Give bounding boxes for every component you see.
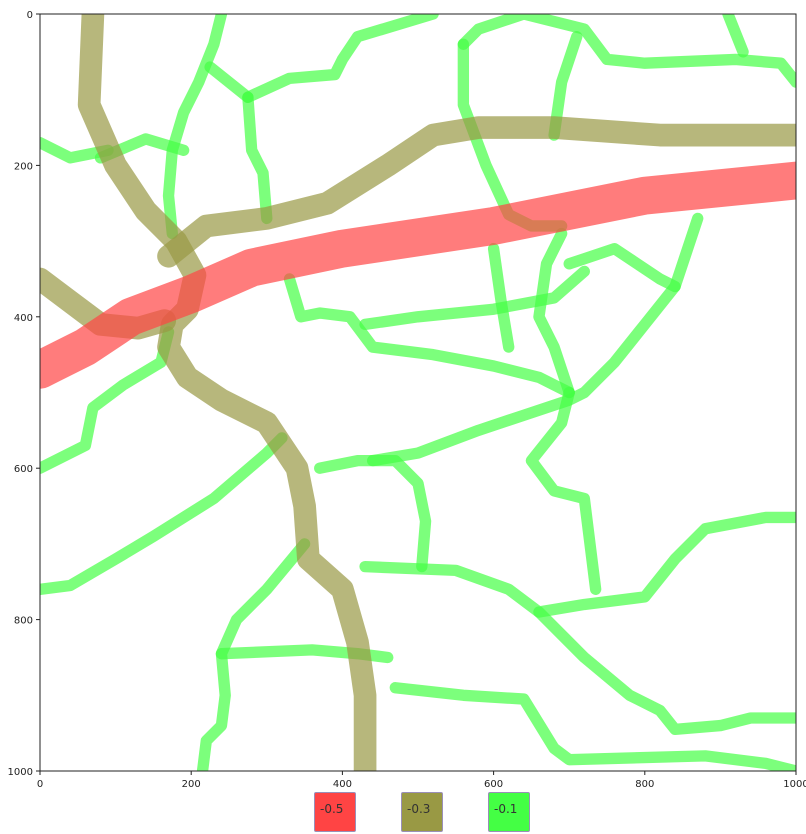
legend-label-1: -0.3 <box>407 802 431 816</box>
road-21 <box>40 432 288 595</box>
road-27 <box>215 644 394 664</box>
road-24 <box>359 511 796 618</box>
legend-item-2: -0.1 <box>488 792 530 832</box>
y-tick-label-3: 600 <box>14 464 33 475</box>
road-8 <box>242 91 273 225</box>
legend-label-0: -0.5 <box>320 802 344 816</box>
road-19 <box>359 265 590 331</box>
legend-label-2: -0.1 <box>494 802 518 816</box>
plot-frame <box>39 13 797 772</box>
y-tick-label-2: 400 <box>14 313 33 324</box>
road-22 <box>314 454 432 573</box>
road-18 <box>283 273 575 399</box>
road-28 <box>389 682 796 771</box>
x-tick-label-0: 0 <box>37 779 43 790</box>
road-15 <box>533 227 575 399</box>
road-6 <box>162 14 228 240</box>
road-10 <box>457 14 796 88</box>
road-7 <box>204 61 254 103</box>
x-tick-label-3: 600 <box>484 779 503 790</box>
x-tick-label-2: 400 <box>333 779 352 790</box>
legend: -0.5 -0.3 -0.1 <box>314 792 530 832</box>
road-23 <box>525 386 602 595</box>
road-17 <box>366 212 704 467</box>
road-1 <box>77 14 377 771</box>
y-tick-label-0: 0 <box>27 10 33 21</box>
road-14 <box>487 242 515 353</box>
road-25 <box>533 606 796 736</box>
road-0 <box>40 161 796 389</box>
y-tick-label-1: 200 <box>14 161 33 172</box>
legend-item-1: -0.3 <box>401 792 443 832</box>
road-4 <box>40 137 114 164</box>
x-tick-label-1: 200 <box>182 779 201 790</box>
y-tick-label-4: 800 <box>14 616 33 627</box>
road-2 <box>157 116 796 268</box>
road-network <box>40 14 796 771</box>
road-26 <box>196 538 311 771</box>
x-tick-label-5: 1000 <box>783 779 806 790</box>
y-tick-label-5: 1000 <box>8 767 33 778</box>
road-11 <box>722 14 749 58</box>
road-16 <box>563 242 681 293</box>
road-9 <box>242 14 439 103</box>
legend-item-0: -0.5 <box>314 792 356 832</box>
axis-ticks: 0 200 400 600 800 1000 0 200 400 600 800 1000 <box>8 10 806 790</box>
x-tick-label-4: 800 <box>635 779 654 790</box>
